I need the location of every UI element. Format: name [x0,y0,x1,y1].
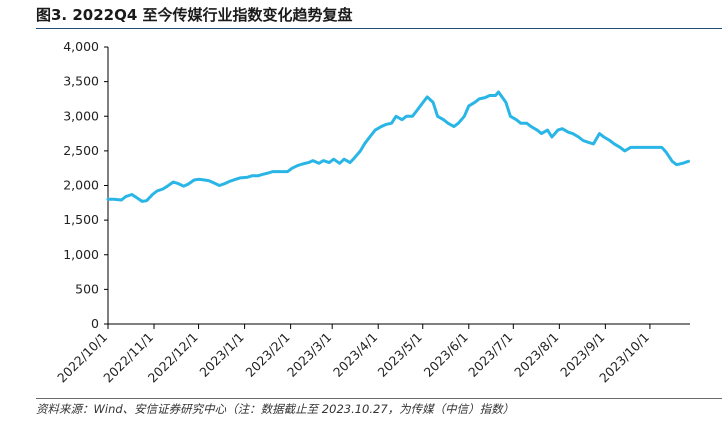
source-note: 资料来源：Wind、安信证券研究中心（注：数据截止至 2023.10.27，为传… [36,402,515,416]
source-divider [36,398,722,399]
y-tick-label: 3,500 [63,74,99,89]
y-tick-label: 1,000 [63,247,99,262]
x-tick-label: 2023/5/1 [375,330,425,380]
series-line [106,90,690,203]
y-tick-label: 2,000 [63,178,99,193]
y-axis: 0 500 1,000 1,500 2,000 2,500 3,000 3,500 4,000 [63,39,109,331]
x-tick-label: 2023/8/1 [511,330,561,380]
y-tick-label: 2,500 [63,143,99,158]
series-layer [106,90,690,203]
y-tick-label: 4,000 [63,39,99,54]
x-tick-label: 2023/1/1 [196,330,246,380]
x-tick-label: 2023/2/1 [242,330,292,380]
y-tick-label: 500 [75,281,99,296]
x-tick-label: 2023/3/1 [284,330,334,380]
x-tick-label: 2023/6/1 [421,330,471,380]
figure-title: 图3. 2022Q4 至今传媒行业指数变化趋势复盘 [36,6,353,24]
x-axis: 2022/10/12022/11/12022/12/12023/1/12023/… [54,323,690,385]
y-tick-label: 1,500 [63,212,99,227]
x-tick-label: 2023/4/1 [330,330,380,380]
y-tick-label: 3,000 [63,108,99,123]
x-tick-label: 2023/7/1 [465,330,515,380]
title-underline [36,28,722,29]
y-tick-label: 0 [91,316,99,331]
